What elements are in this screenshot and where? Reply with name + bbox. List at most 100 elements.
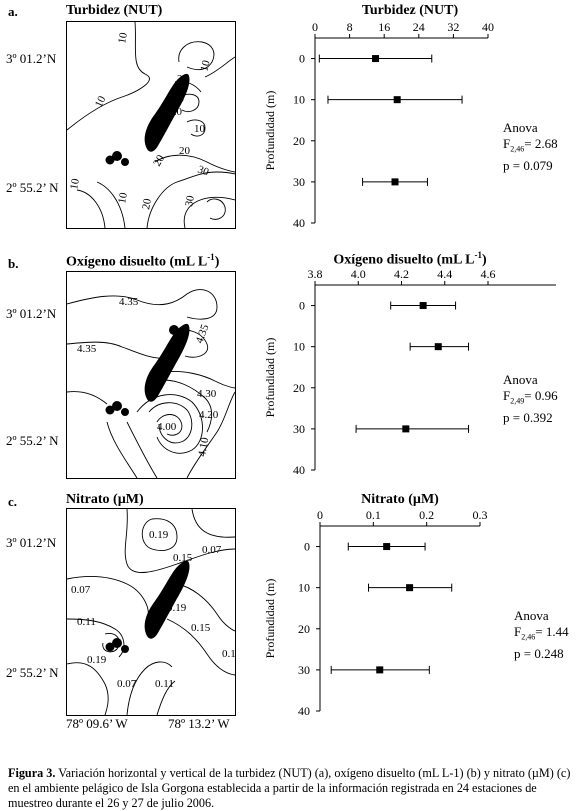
panel-c-lon-west: 78º 09.6’ W [66, 716, 128, 731]
panel-b-lat-north: 3º 01.2’N [6, 306, 57, 321]
panel-b-anova: Anova F2,49= 0.96 p = 0.392 [503, 372, 558, 426]
mean-point [391, 178, 399, 186]
panel-b-map-title: Oxígeno disuelto (mL L-1) [66, 252, 220, 270]
panel-c-contour-label: 0.15 [191, 622, 211, 634]
y-tick-label: 40 [293, 216, 305, 230]
panel-a-contour-label: 10 [198, 59, 213, 73]
panel-a-lat-north: 3º 01.2’N [6, 51, 57, 66]
x-tick-label: 0 [312, 20, 318, 34]
panel-c-lat-south: 2º 55.2’ N [6, 665, 59, 680]
mean-point [393, 96, 401, 104]
y-tick-label: 40 [298, 704, 310, 718]
panel-b-contour-label: 4.30 [197, 388, 217, 400]
panel-a-anova-title: Anova [503, 120, 538, 135]
y-tick-label: 20 [298, 622, 310, 636]
x-tick-label: 0.1 [366, 508, 381, 522]
panel-c-contour-label: 0.19 [222, 648, 235, 660]
panel-a-map-svg: 10 10 10 10 20 30 20 10 20 20 30 10 20 3… [66, 21, 236, 229]
panel-a-contour-label: 20 [140, 197, 154, 210]
panel-c-depth-chart: 0 0.1 0.2 0.3 0 10 20 30 40 Profundidad (m) [263, 508, 488, 718]
mean-point [419, 302, 427, 310]
panel-b-contour-label: 4.10 [196, 436, 211, 458]
panel-c-map-svg: 0.19 0.15 0.07 0.07 0.19 0.11 0.15 0.19 … [66, 508, 242, 716]
panel-a-label: a. [8, 4, 18, 19]
y-axis-label: Profundidad (m) [263, 579, 277, 659]
panel-a-contour-map: 10 10 10 10 20 30 20 10 20 20 30 10 20 3… [66, 21, 236, 229]
x-tick-label: 24 [413, 20, 425, 34]
panel-a-anova: Anova F2,46= 2.68 p = 0.079 [503, 120, 558, 174]
panel-c-contour-label: 0.11 [155, 678, 174, 690]
panel-a-depth-chart: 0 8 16 24 32 40 0 10 20 30 40 Profundidad (m) [263, 20, 494, 230]
y-axis-label: Profundidad (m) [263, 338, 277, 418]
panel-c-contour-label: 0.19 [149, 529, 169, 541]
panel-c-map-title: Nitrato (µM) [66, 492, 144, 507]
y-tick-label: 30 [293, 175, 305, 189]
panel-a-contour-label: 10 [116, 191, 130, 204]
y-tick-label: 0 [304, 540, 310, 554]
panel-c-chart-title: Nitrato (µM) [361, 492, 439, 507]
y-tick-label: 40 [293, 463, 305, 477]
panel-b-label: b. [8, 256, 19, 271]
panel-a-contour-label: 10 [194, 123, 206, 135]
panel-c-contour-label: 0.11 [77, 616, 96, 628]
y-tick-label: 0 [299, 299, 305, 313]
figure-caption-label: Figura 3. [8, 766, 56, 780]
panel-a-contour-label: 30 [196, 164, 211, 179]
panel-c-contour-label: 0.15 [173, 552, 193, 564]
panel-a-chart-title: Turbidez (NUT) [361, 3, 459, 18]
panel-b-contour-label: 4.35 [194, 322, 212, 345]
figure-caption-text: Variación horizontal y vertical de la tu… [8, 766, 571, 810]
panel-c-contour-label: 0.19 [87, 654, 107, 666]
panel-b-map-svg: 4.35 4.35 4.35 4.30 4.20 4.00 4.10 [66, 289, 236, 479]
panel-c-contour-label: 0.07 [117, 678, 137, 690]
panel-a-map-title: Turbidez (NUT) [66, 3, 163, 18]
x-tick-label: 3.8 [308, 267, 323, 281]
x-tick-label: 32 [447, 20, 459, 34]
y-tick-label: 10 [298, 581, 310, 595]
x-tick-label: 0.3 [473, 508, 488, 522]
panel-a-contour-label: 10 [68, 177, 82, 190]
mean-point [402, 425, 410, 433]
panel-c-contour-map: 0.19 0.15 0.07 0.07 0.19 0.11 0.15 0.19 … [66, 508, 242, 716]
x-tick-label: 4.4 [437, 267, 452, 281]
mean-point [376, 666, 384, 674]
panel-b-contour-label: 4.35 [119, 296, 139, 308]
y-tick-label: 20 [293, 381, 305, 395]
panel-c-contour-label: 0.07 [71, 584, 91, 596]
y-tick-label: 10 [293, 93, 305, 107]
panel-a-contour-label: 20 [179, 145, 191, 157]
y-axis-label: Profundidad (m) [263, 91, 277, 171]
x-tick-label: 4.0 [351, 267, 366, 281]
figure-caption: Figura 3. Variación horizontal y vertica… [8, 766, 574, 811]
panel-b-contour-label: 4.35 [77, 343, 97, 355]
mean-point [406, 584, 414, 592]
y-tick-label: 10 [293, 340, 305, 354]
panel-b-contour-label: 4.20 [199, 409, 219, 421]
panel-a-contour-label: 10 [116, 31, 130, 44]
panel-a-anova-p: p = 0.079 [503, 157, 553, 173]
panel-a-contour-label: 30 [173, 93, 185, 105]
panel-c-anova-p: p = 0.248 [514, 645, 564, 661]
panel-b-anova-f: F2,49= 0.96 [503, 388, 558, 406]
x-tick-label: 4.2 [394, 267, 409, 281]
x-tick-label: 4.6 [481, 267, 496, 281]
panel-a-contour-label: 20 [177, 73, 189, 85]
panel-c-lon-east: 78º 13.2’ W [168, 716, 230, 731]
y-tick-label: 0 [299, 52, 305, 66]
panel-b-anova-title: Anova [503, 372, 538, 387]
x-tick-label: 0 [317, 508, 323, 522]
panel-c-contour-label: 0.19 [167, 602, 187, 614]
mean-point [383, 543, 391, 551]
panel-b-anova-p: p = 0.392 [503, 409, 553, 425]
panel-c-contour-label: 0.07 [202, 544, 222, 556]
panel-c-anova-title: Anova [514, 608, 549, 623]
x-tick-label: 16 [378, 20, 390, 34]
mean-point [434, 343, 442, 351]
panel-a-contour-label: 30 [183, 194, 197, 207]
panel-c-label: c. [8, 494, 18, 509]
panel-b-contour-label: 4.00 [157, 421, 177, 433]
panel-b-depth-chart: 3.8 4.0 4.2 4.4 4.6 0 10 20 30 40 Profundidad (m) [263, 267, 556, 477]
panel-a-contour-label: 20 [171, 106, 183, 118]
x-tick-label: 40 [482, 20, 494, 34]
mean-point [372, 55, 380, 63]
